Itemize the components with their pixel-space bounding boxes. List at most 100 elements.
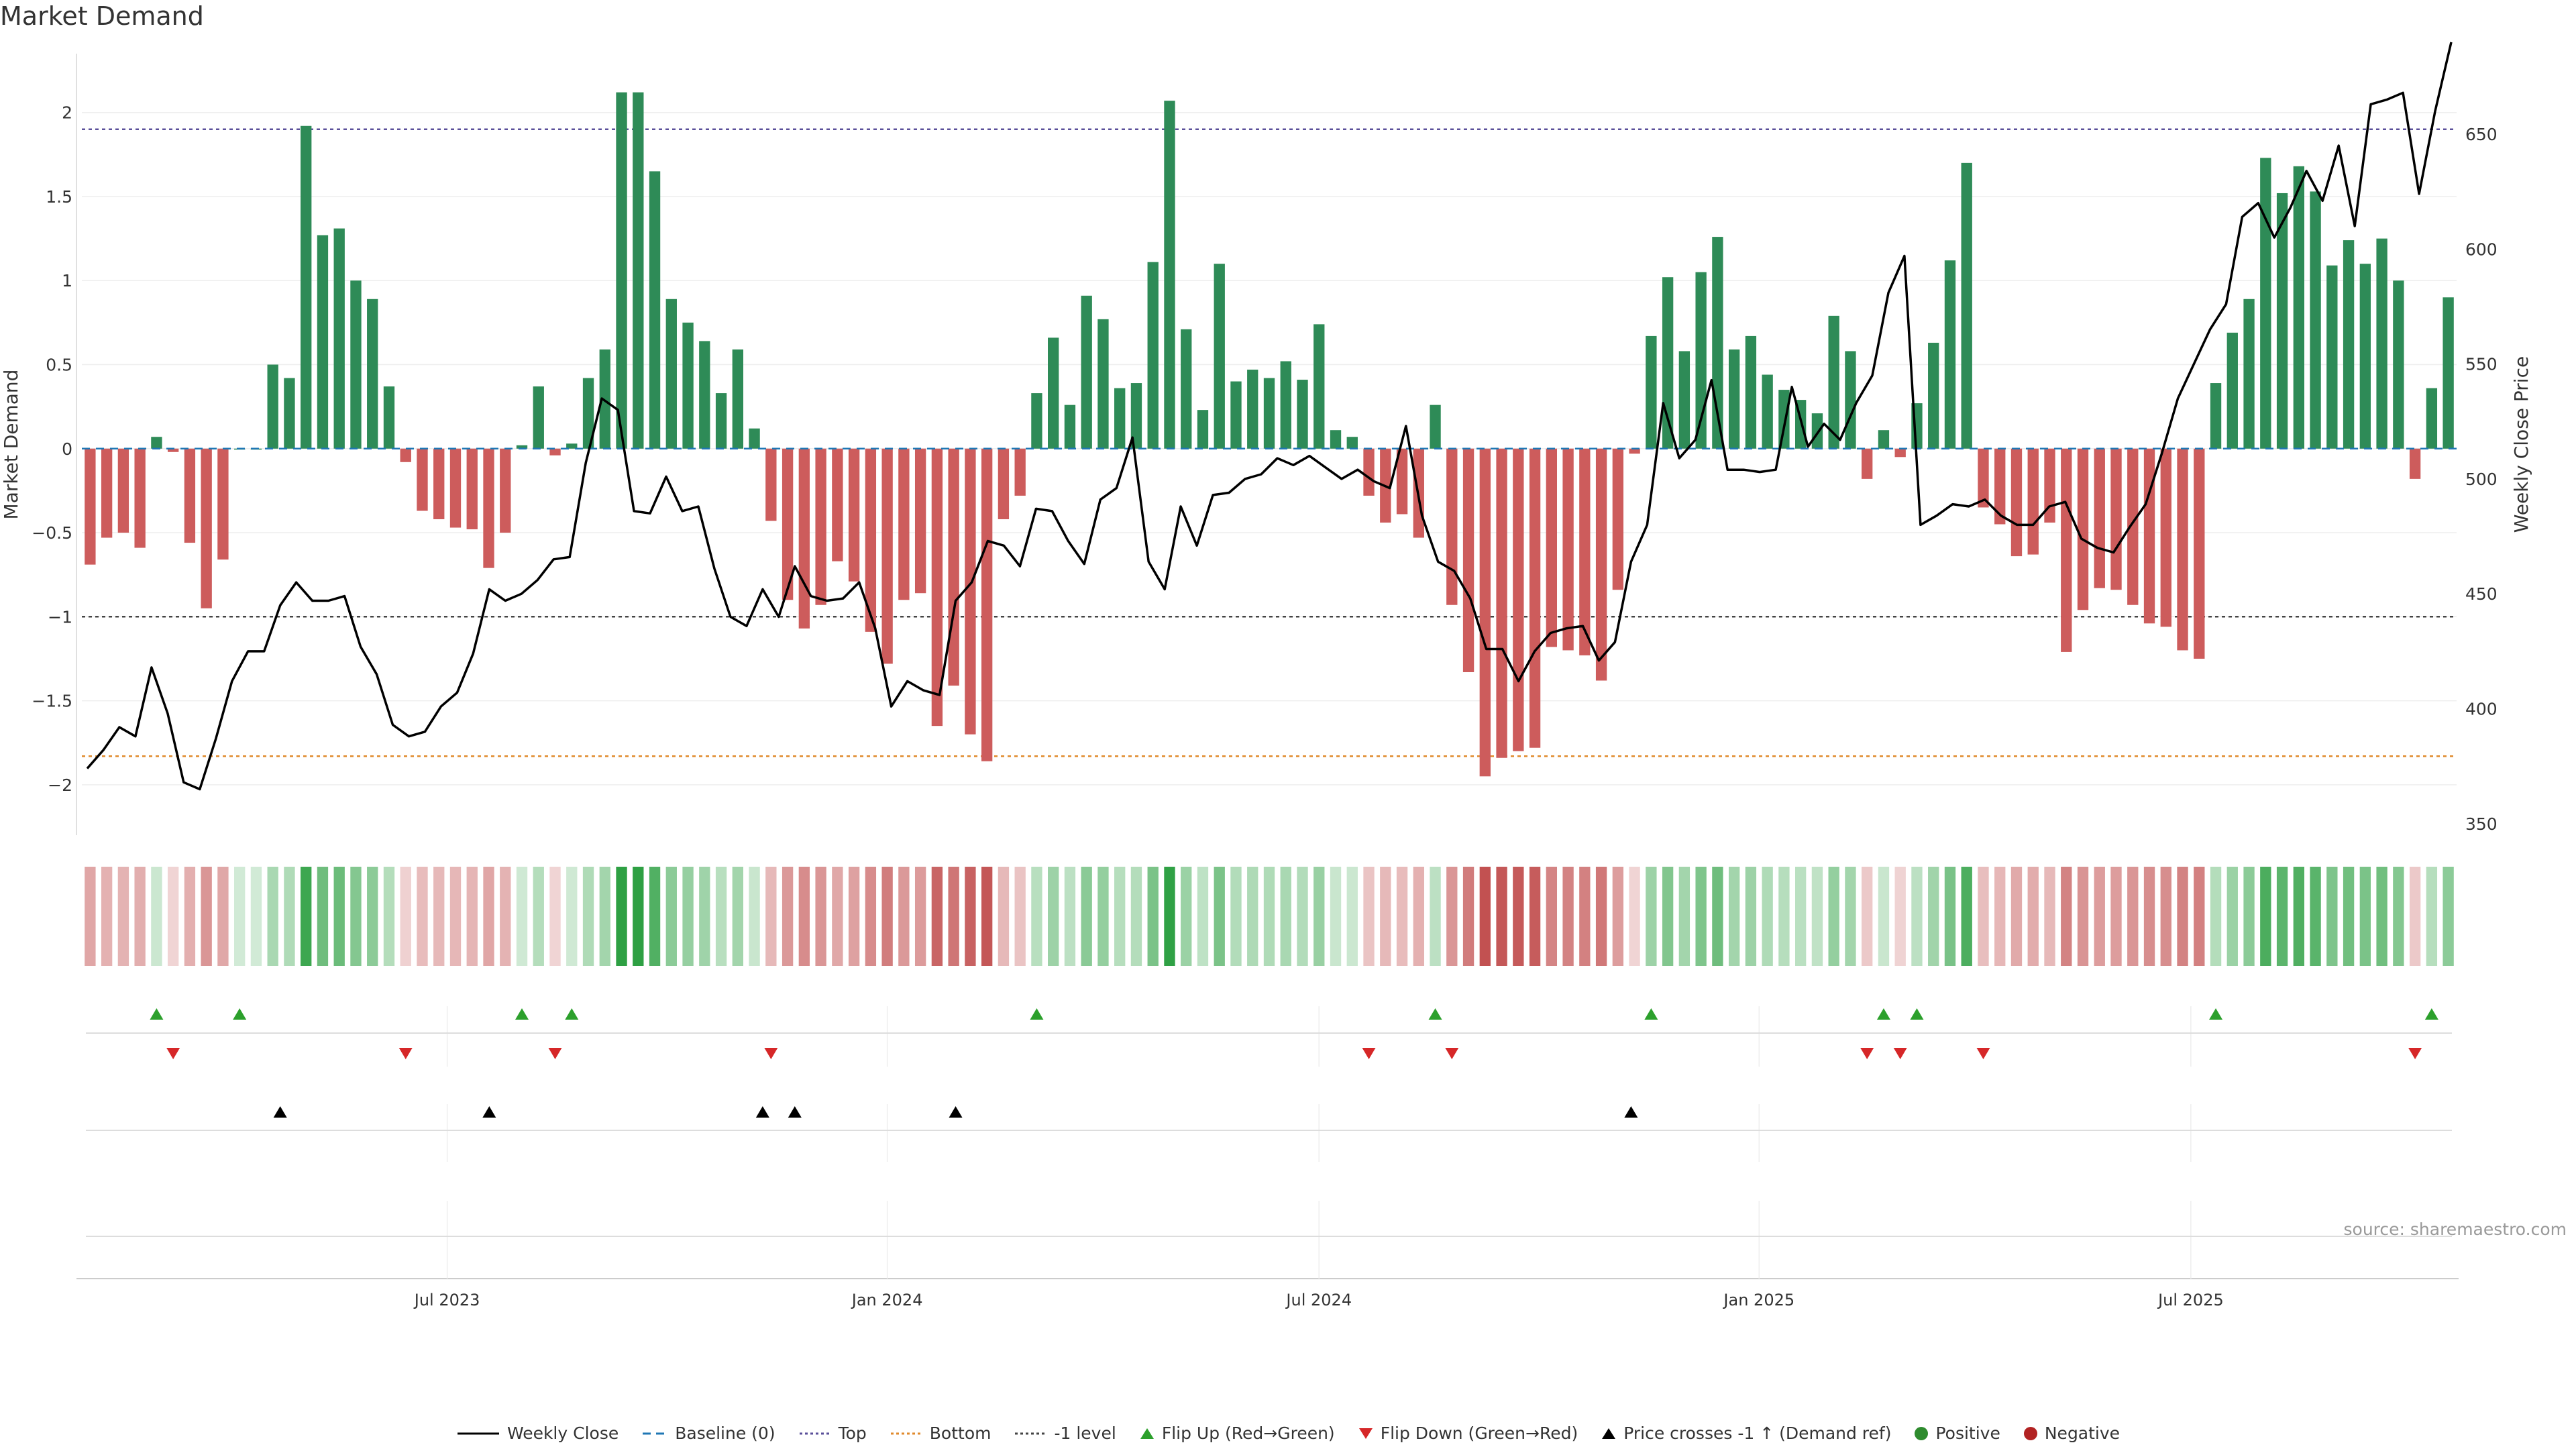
- heat-cell: [1413, 867, 1424, 966]
- demand-bar: [317, 235, 329, 449]
- demand-bar: [1762, 374, 1773, 449]
- flip-up-marker: [1644, 1008, 1658, 1020]
- heat-cell: [1513, 867, 1524, 966]
- demand-bar: [732, 349, 744, 449]
- heat-cell: [2276, 867, 2288, 966]
- demand-bar: [1230, 381, 1242, 449]
- legend-label: Top: [838, 1424, 867, 1443]
- heat-cell: [1728, 867, 1740, 966]
- demand-bar: [1646, 335, 1657, 449]
- heat-cell: [2243, 867, 2255, 966]
- demand-bar: [649, 171, 661, 449]
- demand-bar: [151, 437, 162, 449]
- demand-bar: [1878, 430, 1890, 449]
- heat-cell: [2094, 867, 2105, 966]
- demand-bar: [2443, 297, 2454, 449]
- demand-bar: [1894, 448, 1906, 458]
- heat-cell: [350, 867, 362, 966]
- heat-cell: [500, 867, 511, 966]
- demand-bar: [1130, 383, 1142, 449]
- flip-down-marker: [1976, 1048, 1990, 1059]
- demand-bar: [2077, 448, 2089, 610]
- heat-cell: [151, 867, 162, 966]
- legend-label: Price crosses -1 ↑ (Demand ref): [1623, 1424, 1892, 1443]
- heat-cell: [1978, 867, 1989, 966]
- heat-cell: [1612, 867, 1624, 966]
- demand-bar: [699, 341, 710, 449]
- demand-bar: [2243, 299, 2255, 449]
- demand-bar: [2127, 448, 2139, 605]
- demand-bar: [2010, 448, 2023, 557]
- solid-line-icon: [457, 1432, 499, 1434]
- flip-up-marker: [1030, 1008, 1044, 1020]
- heat-cell: [217, 867, 229, 966]
- heat-cell: [1064, 867, 1076, 966]
- demand-bar: [1181, 329, 1192, 449]
- heat-cell: [85, 867, 96, 966]
- demand-bar: [2409, 448, 2421, 479]
- demand-bar: [914, 448, 926, 594]
- demand-bar: [500, 448, 511, 533]
- heat-cell: [1778, 867, 1790, 966]
- y-left-tick-label: −1.5: [32, 692, 72, 711]
- heat-cell: [201, 867, 212, 966]
- heat-cell: [848, 867, 860, 966]
- demand-bar: [832, 448, 843, 561]
- demand-bar: [2027, 448, 2039, 555]
- heat-cell: [599, 867, 610, 966]
- heat-cell: [566, 867, 578, 966]
- heat-cell: [516, 867, 528, 966]
- demand-bar: [483, 448, 494, 568]
- heat-cell: [1081, 867, 1092, 966]
- heat-cell: [1745, 867, 1757, 966]
- heat-cell: [1595, 867, 1607, 966]
- demand-bar: [1014, 448, 1026, 496]
- demand-bar: [466, 448, 478, 530]
- heat-cell: [301, 867, 312, 966]
- legend-item-negative: Negative: [2023, 1424, 2120, 1443]
- demand-bar: [1496, 448, 1507, 758]
- demand-bar: [2359, 264, 2371, 449]
- heat-cell: [1097, 867, 1109, 966]
- heat-cell: [1313, 867, 1325, 966]
- y-left-axis-label: Market Demand: [0, 370, 22, 520]
- price-cross-marker: [755, 1106, 769, 1118]
- heat-cell: [1794, 867, 1807, 966]
- dotted-line-gray-icon: [1015, 1432, 1046, 1434]
- demand-bar: [217, 448, 229, 560]
- heat-cell: [881, 867, 893, 966]
- flip-down-marker: [398, 1048, 413, 1059]
- demand-bar: [117, 448, 129, 533]
- demand-bar: [1048, 337, 1059, 449]
- heat-cell: [167, 867, 179, 966]
- legend-item-weekly-close: Weekly Close: [456, 1424, 619, 1443]
- legend-label: -1 level: [1054, 1424, 1116, 1443]
- demand-bar: [2426, 388, 2438, 449]
- demand-bar: [1513, 448, 1524, 751]
- demand-bar: [1313, 324, 1325, 449]
- heat-cell: [549, 867, 561, 966]
- heat-cell: [1214, 867, 1225, 966]
- y-right-axis-label: Weekly Close Price: [2510, 356, 2532, 533]
- demand-bar: [1546, 448, 1558, 647]
- demand-bar: [1529, 448, 1541, 748]
- green-dot-icon: [1915, 1426, 1929, 1440]
- y-left-tick-label: −0.5: [32, 523, 72, 543]
- legend-item-price-cross: Price crosses -1 ↑ (Demand ref): [1601, 1424, 1891, 1443]
- flip-up-marker: [150, 1008, 164, 1020]
- demand-bar: [516, 445, 528, 449]
- heat-cell: [1944, 867, 1956, 966]
- demand-bar: [2310, 191, 2321, 449]
- heat-cell: [367, 867, 378, 966]
- demand-bar: [1114, 388, 1126, 449]
- heat-cell: [1280, 867, 1291, 966]
- heat-cell: [2393, 867, 2404, 966]
- demand-bar: [1745, 335, 1757, 449]
- page-title: Market Demand: [0, 1, 204, 31]
- demand-bar: [848, 448, 860, 582]
- heat-cell: [898, 867, 910, 966]
- y-right-tick-label: 500: [2465, 470, 2498, 489]
- heat-cell: [1230, 867, 1242, 966]
- y-right-tick-label: 600: [2465, 239, 2498, 259]
- y-left-tick-label: 0: [62, 439, 72, 459]
